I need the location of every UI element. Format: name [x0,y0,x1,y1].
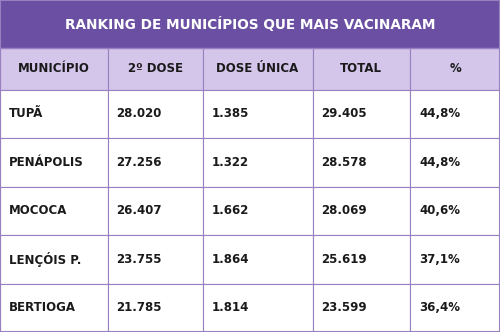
Text: 25.619: 25.619 [322,253,367,266]
Bar [312,235,410,284]
Text: 28.020: 28.020 [116,107,162,121]
Text: 44,8%: 44,8% [419,107,460,121]
Text: 1.814: 1.814 [212,301,249,314]
Text: DOSE ÚNICA: DOSE ÚNICA [216,62,298,75]
Bar [108,138,202,187]
Bar [312,187,410,235]
Bar [202,90,312,138]
Bar [410,235,500,284]
Bar [108,48,202,90]
Bar [202,284,312,332]
Bar [108,90,202,138]
Text: LENÇÓIS P.: LENÇÓIS P. [9,252,82,267]
Text: 26.407: 26.407 [116,204,162,217]
Text: MUNICÍPIO: MUNICÍPIO [18,62,90,75]
Text: 36,4%: 36,4% [419,301,460,314]
Bar [0,48,108,90]
Text: 44,8%: 44,8% [419,156,460,169]
Bar [108,235,202,284]
Text: %: % [449,62,461,75]
Bar [410,187,500,235]
Text: BERTIOGA: BERTIOGA [9,301,76,314]
Bar [0,284,108,332]
Text: 23.599: 23.599 [322,301,367,314]
Bar [0,138,108,187]
Bar [410,284,500,332]
Bar [312,90,410,138]
Text: RANKING DE MUNICÍPIOS QUE MAIS VACINARAM: RANKING DE MUNICÍPIOS QUE MAIS VACINARAM [65,17,435,32]
Text: 28.069: 28.069 [322,204,367,217]
Bar [202,48,312,90]
Bar [0,187,108,235]
Bar [0,0,500,48]
Text: TOTAL: TOTAL [340,62,382,75]
Bar [202,187,312,235]
Text: 1.322: 1.322 [212,156,248,169]
Bar [0,235,108,284]
Text: 1.864: 1.864 [212,253,249,266]
Bar [108,284,202,332]
Text: 23.755: 23.755 [116,253,162,266]
Bar [202,235,312,284]
Text: 37,1%: 37,1% [419,253,460,266]
Text: 29.405: 29.405 [322,107,367,121]
Text: 1.662: 1.662 [212,204,249,217]
Text: PENÁPOLIS: PENÁPOLIS [9,156,84,169]
Bar [312,138,410,187]
Text: 21.785: 21.785 [116,301,162,314]
Text: 40,6%: 40,6% [419,204,460,217]
Bar [410,90,500,138]
Text: 1.385: 1.385 [212,107,249,121]
Bar [312,48,410,90]
Bar [0,90,108,138]
Bar [108,187,202,235]
Bar [410,138,500,187]
Text: 2º DOSE: 2º DOSE [128,62,182,75]
Text: 28.578: 28.578 [322,156,367,169]
Text: TUPÃ: TUPÃ [9,107,43,121]
Text: 27.256: 27.256 [116,156,162,169]
Text: MOCOCA: MOCOCA [9,204,68,217]
Bar [410,48,500,90]
Bar [312,284,410,332]
Bar [202,138,312,187]
